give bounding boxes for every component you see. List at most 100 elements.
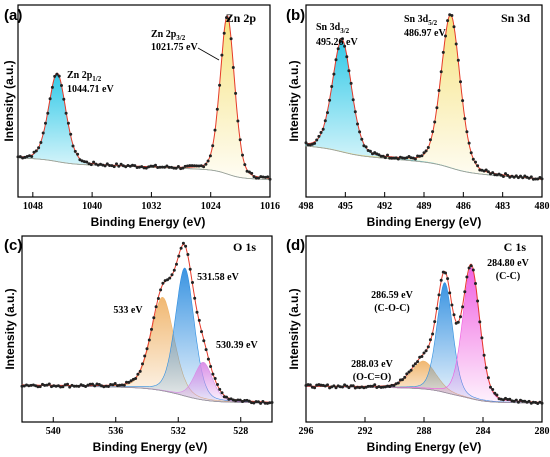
- data-point: [536, 402, 540, 405]
- data-point: [111, 383, 115, 387]
- svg-text:Zn 2p3/2: Zn 2p3/2: [151, 29, 186, 42]
- data-point: [218, 83, 222, 87]
- annotation-subscript: 3/2: [176, 34, 185, 42]
- data-point: [396, 157, 400, 161]
- data-point: [504, 172, 507, 176]
- data-point: [150, 327, 153, 331]
- data-point: [211, 144, 215, 148]
- x-tick-label: 489: [417, 201, 432, 212]
- data-point: [317, 134, 321, 138]
- data-point: [474, 282, 477, 285]
- data-point: [491, 388, 495, 391]
- data-point: [172, 268, 176, 272]
- data-point: [413, 362, 417, 366]
- data-point: [263, 401, 267, 405]
- data-point: [141, 362, 144, 366]
- data-point: [225, 395, 228, 399]
- data-point: [76, 152, 80, 156]
- data-point: [540, 177, 544, 181]
- data-point: [338, 40, 342, 43]
- data-point: [115, 162, 118, 166]
- annotation-subscript: 3/2: [340, 27, 349, 35]
- data-point: [263, 175, 267, 179]
- annotation-name: Sn 3d: [316, 22, 341, 33]
- data-point: [261, 175, 265, 179]
- data-point: [373, 383, 377, 387]
- data-point: [371, 384, 374, 388]
- data-point: [159, 288, 163, 292]
- raw-data-points: [20, 241, 274, 405]
- data-point: [360, 137, 364, 141]
- data-point: [39, 141, 43, 144]
- x-ticks: 540 536 532 528: [46, 417, 248, 437]
- data-point: [181, 166, 185, 170]
- data-point: [252, 175, 256, 179]
- data-point: [106, 385, 110, 388]
- data-point: [431, 332, 435, 336]
- data-point: [422, 351, 426, 355]
- data-point: [73, 149, 77, 153]
- data-point: [149, 164, 153, 168]
- data-point: [411, 364, 415, 368]
- data-point: [25, 383, 28, 387]
- data-point: [446, 19, 450, 23]
- data-point: [256, 400, 260, 404]
- data-point: [476, 299, 480, 303]
- data-point: [20, 384, 24, 388]
- data-point: [45, 383, 49, 387]
- data-point: [456, 320, 460, 324]
- plot-area: [20, 241, 274, 405]
- data-point: [190, 164, 194, 168]
- data-point: [70, 383, 74, 387]
- data-point: [57, 74, 61, 78]
- data-point: [46, 111, 50, 115]
- x-tick-label: 284: [476, 426, 491, 437]
- data-point: [452, 313, 456, 317]
- data-point: [245, 169, 249, 173]
- panel-label: (d): [286, 237, 305, 254]
- annotation-value: 284.80 eV: [487, 258, 529, 269]
- data-point: [341, 37, 344, 41]
- data-point: [461, 305, 465, 309]
- data-point: [122, 383, 126, 387]
- data-point: [142, 166, 146, 170]
- data-point: [172, 166, 176, 170]
- data-point: [88, 382, 92, 386]
- data-point: [175, 262, 178, 266]
- data-point: [514, 398, 518, 402]
- data-point: [245, 398, 249, 402]
- data-point: [206, 357, 210, 361]
- data-point: [420, 154, 424, 158]
- data-point: [514, 174, 518, 178]
- data-point: [416, 360, 420, 364]
- svg-text:Sn 3d5/2: Sn 3d5/2: [404, 14, 438, 27]
- y-axis-label: Intensity (a.u.): [287, 288, 301, 369]
- x-tick-label: 292: [358, 426, 373, 437]
- chart-title: O 1s: [233, 240, 256, 254]
- data-point: [50, 385, 53, 389]
- panel-c-1s: (d) C 1s Binding Energy (eV) Intensity (…: [286, 235, 550, 454]
- data-point: [321, 127, 325, 131]
- data-point: [270, 401, 274, 404]
- data-point: [133, 164, 137, 168]
- x-tick-label: 1024: [201, 201, 221, 212]
- data-point: [86, 383, 90, 387]
- raw-data-points: [304, 13, 544, 181]
- panel-zn-2p: (a) Zn 2p Binding Energy (eV) Intensity …: [2, 4, 280, 229]
- data-point: [94, 162, 98, 166]
- data-point: [105, 162, 109, 166]
- data-point: [29, 383, 33, 387]
- data-point: [343, 44, 347, 48]
- data-point: [197, 164, 201, 168]
- data-point: [110, 164, 114, 168]
- data-point: [268, 401, 272, 405]
- data-point: [319, 131, 323, 134]
- data-point: [215, 107, 219, 111]
- data-point: [377, 153, 381, 157]
- peak-annotation: Zn 2p1/2 1044.71 eV: [67, 70, 114, 95]
- data-point: [356, 122, 359, 126]
- data-point: [134, 377, 138, 380]
- data-point: [495, 393, 499, 397]
- data-point: [486, 170, 490, 174]
- data-point: [64, 111, 68, 115]
